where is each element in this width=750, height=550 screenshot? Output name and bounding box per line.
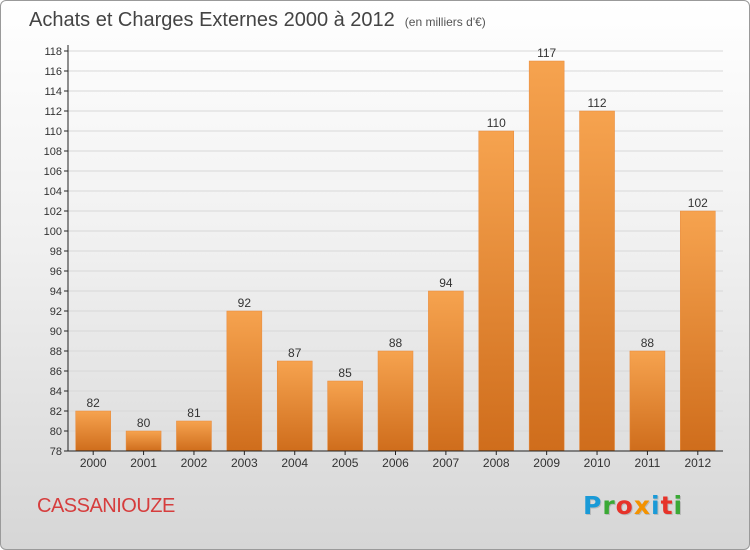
x-tick-label: 2008 — [483, 456, 510, 470]
bar — [75, 410, 111, 452]
bar — [125, 430, 162, 452]
bar-value-label: 102 — [688, 196, 708, 210]
x-tick-label: 2005 — [332, 456, 359, 470]
labels: 78 80 82 84 86 88 90 92 94 96 98 100 102 104 106 108 110… — [44, 46, 712, 470]
bar-value-label: 117 — [537, 46, 556, 60]
bar-value-label: 80 — [137, 416, 151, 430]
axes — [64, 45, 723, 455]
y-tick-label: 118 — [44, 46, 62, 58]
y-tick-label: 92 — [50, 306, 62, 318]
y-tick-label: 114 — [44, 86, 62, 98]
x-tick-label: 2003 — [231, 456, 258, 470]
x-tick-label: 2009 — [533, 456, 560, 470]
bar-value-label: 92 — [238, 296, 252, 310]
x-tick-label: 2007 — [433, 456, 460, 470]
bar-value-label: 82 — [87, 396, 101, 410]
bar-value-label: 87 — [288, 346, 302, 360]
bar-value-label: 85 — [338, 366, 352, 380]
bar — [176, 420, 212, 452]
x-tick-label: 2000 — [80, 456, 107, 470]
bar-value-label: 112 — [587, 96, 606, 110]
bar — [528, 60, 565, 452]
y-tick-label: 88 — [50, 346, 62, 358]
y-tick-label: 96 — [50, 266, 62, 278]
logo-letter: x — [633, 491, 651, 520]
y-tick-label: 98 — [50, 246, 62, 258]
bars — [75, 60, 716, 452]
y-tick-label: 102 — [44, 206, 62, 218]
bar-value-label: 94 — [439, 276, 453, 290]
y-tick-label: 80 — [50, 426, 62, 438]
y-tick-label: 84 — [50, 386, 62, 398]
bar — [478, 130, 515, 452]
x-tick-label: 2004 — [281, 456, 308, 470]
logo-letter: P — [583, 491, 603, 520]
logo-letter: r — [602, 491, 616, 520]
bar — [428, 290, 464, 452]
x-tick-label: 2006 — [382, 456, 409, 470]
chart-unit: (en milliers d'€) — [404, 15, 486, 29]
commune-name: CASSANIOUZE — [37, 495, 175, 517]
y-tick-label: 100 — [44, 226, 62, 238]
y-tick-label: 110 — [44, 126, 62, 138]
y-tick-label: 94 — [50, 286, 62, 298]
y-tick-label: 116 — [44, 66, 62, 78]
y-tick-label: 86 — [50, 366, 62, 378]
x-tick-label: 2011 — [635, 456, 661, 470]
x-tick-label: 2010 — [584, 456, 611, 470]
bar-value-label: 88 — [641, 336, 655, 350]
bar — [276, 360, 313, 452]
bar-value-label: 81 — [187, 406, 201, 420]
logo-letter: i — [651, 491, 661, 520]
bar — [377, 350, 414, 452]
y-tick-label: 78 — [50, 446, 62, 458]
y-tick-label: 106 — [44, 166, 62, 178]
bar — [327, 380, 363, 452]
logo-letter: o — [615, 491, 634, 520]
title-line: Achats et Charges Externes 2000 à 2012 (e… — [29, 9, 486, 32]
chart-title: Achats et Charges Externes 2000 à 2012 — [29, 9, 395, 31]
y-tick-label: 108 — [44, 146, 62, 158]
bar-value-label: 110 — [487, 116, 506, 130]
y-tick-label: 112 — [44, 106, 62, 118]
x-tick-label: 2001 — [130, 456, 157, 470]
bar-value-label: 88 — [389, 336, 403, 350]
bar — [579, 110, 615, 452]
bar — [629, 350, 666, 452]
logo-letter: t — [660, 491, 674, 520]
y-tick-label: 82 — [50, 406, 62, 418]
proxiti-logo: Proxiti — [583, 491, 683, 520]
bar — [226, 310, 263, 452]
y-tick-label: 90 — [50, 326, 62, 338]
y-tick-label: 104 — [44, 186, 62, 198]
bar — [680, 210, 716, 452]
logo-letter: i — [673, 491, 684, 520]
x-tick-label: 2012 — [684, 456, 711, 470]
x-tick-label: 2002 — [181, 456, 208, 470]
